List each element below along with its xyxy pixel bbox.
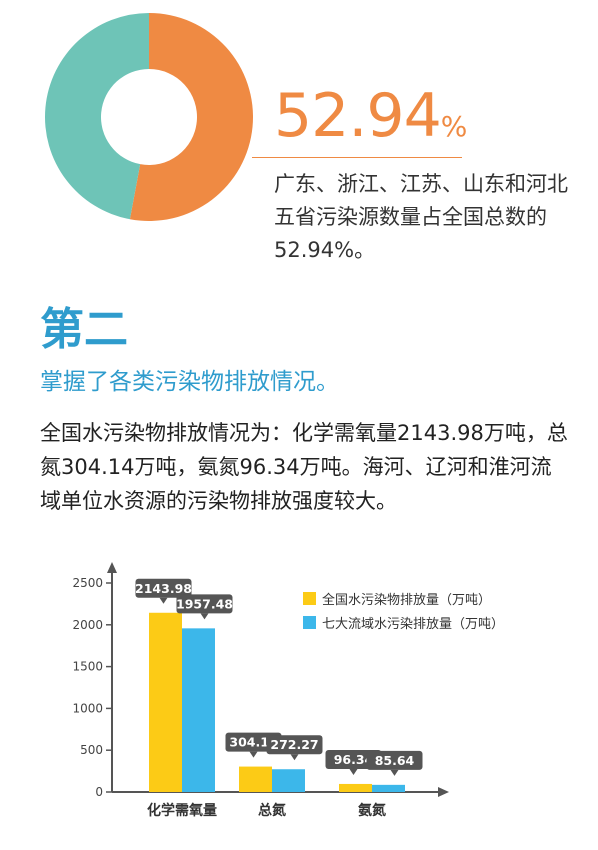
donut-slice-0 xyxy=(129,13,253,221)
y-tick-label-2: 1000 xyxy=(72,701,103,715)
value-callout-pointer-1-1 xyxy=(290,754,299,761)
bar-1-1 xyxy=(272,769,305,792)
value-callout-0-1 xyxy=(176,594,233,614)
value-label-0-0: 2143.98 xyxy=(135,581,192,596)
y-tick-label-0: 0 xyxy=(95,785,103,799)
legend-item-basins: 七大流域水污染排放量（万吨） xyxy=(303,610,504,634)
y-axis-arrow xyxy=(107,562,117,573)
donut-slice-1 xyxy=(44,13,149,220)
bar-chart-legend: 全国水污染物排放量（万吨） 七大流域水污染排放量（万吨） xyxy=(303,586,504,634)
value-callout-pointer-2-1 xyxy=(390,769,399,776)
section-subheading: 掌握了各类污染物排放情况。 xyxy=(40,369,339,395)
value-label-1-0: 304.14 xyxy=(229,735,278,750)
legend-swatch-national xyxy=(303,591,316,605)
legend-swatch-basins xyxy=(303,615,316,629)
value-label-1-1: 272.27 xyxy=(270,737,318,752)
y-tick-label-1: 500 xyxy=(80,743,103,757)
value-callout-2-1 xyxy=(366,750,423,770)
bar-2-1 xyxy=(372,784,405,792)
section-body-text: 全国水污染物排放情况为：化学需氧量2143.98万吨，总氮304.14万吨，氨氮… xyxy=(40,421,568,513)
value-callout-pointer-2-0 xyxy=(349,768,358,775)
value-callout-pointer-1-0 xyxy=(249,751,258,758)
share-percentage-value: 52.94 xyxy=(274,81,442,151)
legend-item-national: 全国水污染物排放量（万吨） xyxy=(303,586,504,610)
share-donut-chart xyxy=(44,13,253,221)
legend-label-basins: 七大流域水污染排放量（万吨） xyxy=(322,616,505,632)
value-callout-pointer-0-1 xyxy=(200,613,209,620)
value-callout-0-0 xyxy=(135,578,192,598)
section-title: 第二 xyxy=(40,304,128,355)
share-percentage-sign: % xyxy=(440,110,468,143)
value-label-2-1: 85.64 xyxy=(375,753,415,768)
legend-label-national: 全国水污染物排放量（万吨） xyxy=(322,592,492,608)
x-axis-arrow xyxy=(438,787,449,797)
bar-0-0 xyxy=(149,612,182,792)
category-label-2: 氨氮 xyxy=(358,802,386,819)
category-label-0: 化学需氧量 xyxy=(147,802,217,819)
percentage-underline xyxy=(252,157,462,158)
value-callout-pointer-0-0 xyxy=(159,597,168,604)
y-tick-label-4: 2000 xyxy=(72,618,103,632)
share-percentage: 52.94% xyxy=(274,84,467,159)
y-tick-label-5: 2500 xyxy=(72,576,103,590)
share-description: 广东、浙江、江苏、山东和河北五省污染源数量占全国总数的52.94%。 xyxy=(274,172,568,262)
bar-2-0 xyxy=(339,783,372,792)
bar-1-0 xyxy=(239,766,272,792)
category-label-1: 总氮 xyxy=(258,802,286,819)
value-label-2-0: 96.34 xyxy=(334,752,374,767)
y-tick-label-3: 1500 xyxy=(72,660,103,674)
bar-0-1 xyxy=(182,628,215,792)
value-label-0-1: 1957.48 xyxy=(176,596,233,611)
value-callout-1-1 xyxy=(266,735,323,755)
